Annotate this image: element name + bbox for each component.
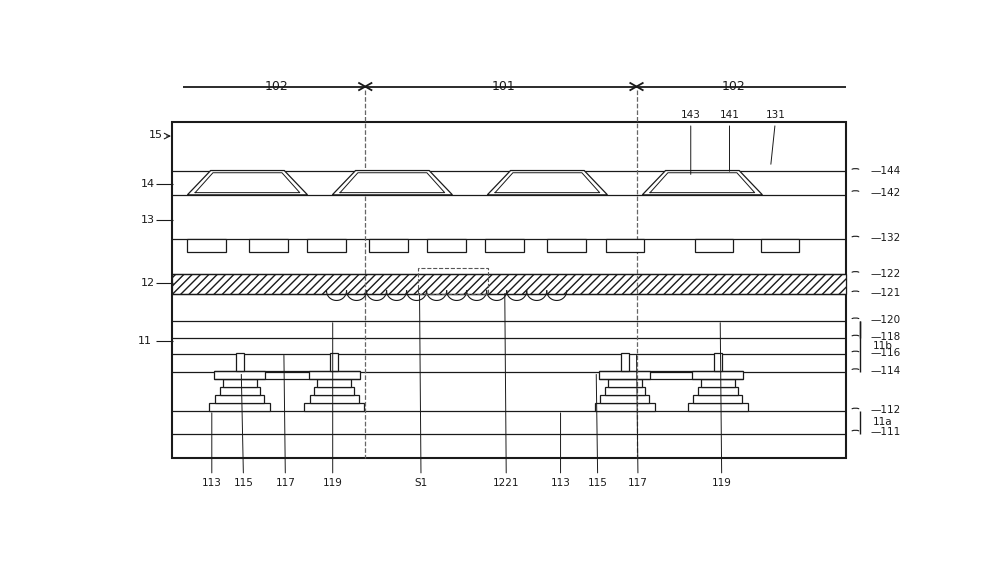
Text: —118: —118 (871, 332, 901, 342)
Bar (304, 402, 364, 412)
Text: 141: 141 (720, 110, 739, 171)
Text: 102: 102 (264, 80, 288, 93)
Bar (330, 353, 338, 371)
Text: —121: —121 (871, 288, 901, 298)
Text: S1: S1 (414, 293, 428, 488)
Polygon shape (487, 170, 607, 195)
Text: —122: —122 (871, 269, 901, 278)
Bar (187, 239, 226, 253)
Text: 101: 101 (491, 80, 515, 93)
Text: 102: 102 (722, 80, 745, 93)
Text: 131: 131 (766, 110, 786, 164)
Polygon shape (642, 170, 762, 195)
Bar (215, 394, 264, 402)
Bar (249, 239, 288, 253)
Bar (309, 371, 360, 379)
Bar (172, 122, 846, 458)
Text: 11a: 11a (873, 417, 893, 428)
Bar (547, 239, 586, 253)
Bar (606, 239, 644, 253)
Text: 13: 13 (141, 215, 155, 225)
Text: 143: 143 (681, 110, 701, 174)
Bar (761, 239, 799, 253)
Bar (307, 239, 346, 253)
Bar (236, 353, 244, 371)
Text: 113: 113 (202, 413, 222, 488)
Bar (369, 239, 408, 253)
Bar (698, 387, 738, 394)
Text: 117: 117 (628, 355, 648, 488)
Bar (600, 394, 649, 402)
Text: —132: —132 (871, 233, 901, 243)
Polygon shape (332, 170, 452, 195)
Bar (608, 379, 642, 387)
Bar (427, 239, 466, 253)
Bar (172, 274, 846, 294)
Bar (310, 394, 359, 402)
Text: 115: 115 (234, 374, 254, 488)
Text: —116: —116 (871, 348, 901, 358)
Text: —144: —144 (871, 165, 901, 176)
Text: —120: —120 (871, 315, 901, 325)
Text: 12: 12 (141, 278, 155, 288)
Text: —112: —112 (871, 405, 901, 415)
Text: 1221: 1221 (493, 293, 520, 488)
Text: 11: 11 (137, 336, 151, 346)
Text: 115: 115 (588, 374, 608, 488)
Bar (688, 402, 748, 412)
Text: 14: 14 (141, 179, 155, 189)
Polygon shape (187, 170, 308, 195)
Text: 119: 119 (323, 323, 343, 488)
Bar (714, 353, 722, 371)
Bar (485, 239, 524, 253)
Bar (418, 267, 488, 294)
Bar (209, 402, 270, 412)
Bar (214, 371, 265, 379)
Bar (317, 379, 351, 387)
Bar (621, 353, 629, 371)
Bar (595, 402, 655, 412)
Bar (605, 387, 645, 394)
Text: 119: 119 (712, 323, 732, 488)
Text: 11b: 11b (873, 341, 893, 351)
Text: —114: —114 (871, 366, 901, 376)
Bar (220, 387, 260, 394)
Bar (599, 371, 650, 379)
Text: 15: 15 (149, 130, 163, 140)
Text: 117: 117 (275, 355, 295, 488)
Text: —111: —111 (871, 427, 901, 437)
Bar (701, 379, 735, 387)
Text: 113: 113 (551, 413, 570, 488)
Text: —142: —142 (871, 188, 901, 197)
Bar (314, 387, 354, 394)
Bar (692, 371, 743, 379)
Bar (695, 239, 733, 253)
Bar (693, 394, 742, 402)
Bar (223, 379, 257, 387)
